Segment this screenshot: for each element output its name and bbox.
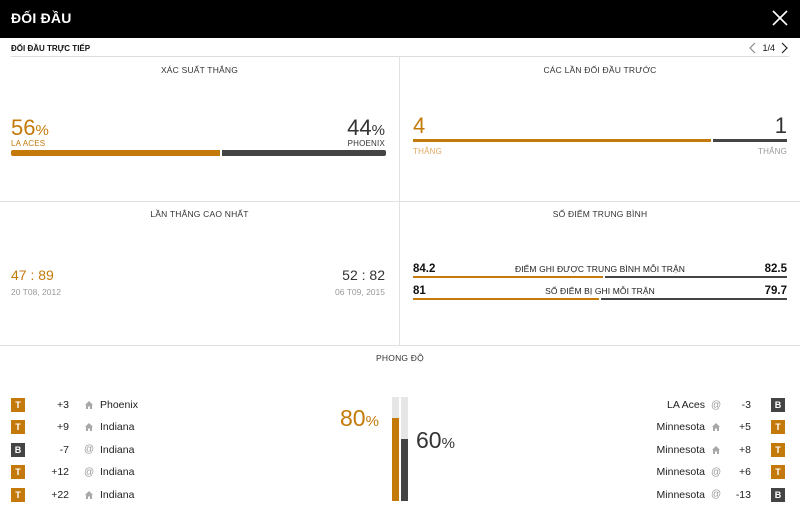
chevron-right-icon[interactable] (779, 42, 789, 54)
home-probability-bar (11, 150, 220, 156)
score-diff: -7 (59, 443, 69, 456)
opponent-name: Indiana (100, 421, 135, 434)
score-diff: +6 (739, 466, 751, 479)
score-diff: +9 (57, 421, 69, 434)
subheader: ĐỐI ĐẦU TRỰC TIẾP 1/4 (11, 40, 789, 57)
page-indicator: 1/4 (762, 43, 775, 53)
score-diff: +5 (739, 421, 751, 434)
opponent-name: Indiana (100, 488, 135, 501)
home-form-bar-track (392, 397, 399, 501)
header-bar: ĐỐI ĐẦU (0, 0, 800, 38)
score-diff: +22 (51, 488, 69, 501)
avg-scored-label: ĐIỂM GHI ĐƯỢC TRUNG BÌNH MỖI TRẬN (514, 264, 686, 274)
form-row[interactable]: T +22 Indiana (11, 487, 134, 503)
avg-scored-away-bar (605, 276, 787, 278)
result-badge: B (771, 398, 785, 412)
home-wins-count: 4 (413, 113, 426, 138)
result-badge: T (771, 442, 785, 457)
close-icon[interactable] (771, 9, 789, 27)
win-probability-title: XÁC SUẤT THẮNG (160, 65, 239, 75)
opponent-name: Minnesota (656, 488, 705, 501)
opponent-name: Minnesota (656, 466, 705, 479)
home-team-label: LA ACES (11, 139, 46, 148)
score-diff: +8 (739, 443, 751, 456)
divider-row2 (0, 345, 800, 346)
divider-row1 (0, 201, 800, 202)
avg-scored-home-bar (413, 276, 603, 278)
form-row[interactable]: B -7 @ Indiana (11, 442, 134, 458)
avg-conceded-away-bar (601, 298, 787, 300)
away-icon: @ (84, 466, 95, 478)
home-biggest-win-score: 47 : 89 (11, 267, 54, 283)
opponent-name: Phoenix (100, 399, 138, 411)
chevron-left-icon[interactable] (748, 42, 758, 54)
result-badge: B (11, 442, 25, 457)
home-form-bar-fill (392, 418, 399, 501)
score-diff: -3 (741, 399, 751, 411)
away-icon: @ (711, 466, 722, 478)
form-row[interactable]: T +9 Indiana (11, 419, 134, 435)
form-title: PHONG ĐỘ (376, 353, 424, 363)
form-row[interactable]: Minnesota +5 T (657, 419, 785, 435)
result-badge: T (771, 420, 785, 435)
form-row[interactable]: Minnesota @ +6 T (657, 464, 785, 480)
result-badge: T (11, 420, 25, 435)
away-wins-label: THẮNG (758, 147, 787, 156)
form-row[interactable]: LA Aces @ -3 B (667, 397, 785, 413)
home-win-probability: 56% (11, 115, 49, 140)
away-icon: @ (711, 489, 722, 501)
avg-conceded-label: SỐ ĐIỂM BỊ GHI MỖI TRẬN (545, 286, 655, 296)
away-biggest-win-date: 06 T09, 2015 (335, 287, 385, 297)
away-wins-count: 1 (774, 113, 787, 138)
home-icon (85, 401, 93, 409)
opponent-name: Minnesota (656, 443, 705, 456)
pager: 1/4 (748, 41, 789, 55)
score-diff: +3 (57, 399, 69, 411)
home-icon (85, 490, 93, 499)
previous-meetings-title: CÁC LẦN ĐỐI ĐẦU TRƯỚC (543, 65, 657, 75)
average-points-title: SỐ ĐIỂM TRUNG BÌNH (552, 209, 648, 219)
avg-scored-away: 82.5 (764, 263, 787, 275)
away-meetings-bar (713, 139, 787, 142)
opponent-name: LA Aces (667, 399, 705, 411)
subheader-label: ĐỐI ĐẦU TRỰC TIẾP (11, 44, 91, 53)
away-icon: @ (711, 399, 722, 411)
avg-conceded-home-bar (413, 298, 599, 300)
result-badge: T (11, 487, 25, 502)
opponent-name: Minnesota (656, 421, 705, 434)
avg-scored-home: 84.2 (413, 263, 436, 275)
home-icon (85, 423, 93, 432)
opponent-name: Indiana (100, 443, 135, 456)
form-row[interactable]: Minnesota +8 T (657, 442, 785, 458)
result-badge: T (11, 398, 25, 412)
header-title: ĐỐI ĐẦU (11, 10, 72, 26)
home-icon (712, 445, 720, 454)
avg-conceded-home: 81 (413, 285, 426, 297)
home-form-percentage: 80% (340, 405, 379, 431)
form-row[interactable]: T +3 Phoenix (11, 397, 138, 413)
away-win-probability: 44% (347, 115, 385, 140)
away-team-label: PHOENIX (347, 139, 385, 148)
form-row[interactable]: Minnesota @ -13 B (657, 487, 785, 503)
biggest-win-title: LẦN THẮNG CAO NHẤT (150, 209, 249, 219)
home-wins-label: THẮNG (413, 147, 442, 156)
away-probability-bar (222, 150, 386, 156)
away-form-bar-track (401, 397, 408, 501)
result-badge: T (11, 465, 25, 480)
score-diff: -13 (735, 488, 751, 501)
away-form-bar-fill (401, 439, 408, 501)
away-form-percentage: 60% (416, 427, 455, 453)
score-diff: +12 (51, 466, 69, 479)
result-badge: T (771, 465, 785, 480)
home-meetings-bar (413, 139, 711, 142)
opponent-name: Indiana (100, 466, 135, 479)
result-badge: B (771, 487, 785, 502)
form-row[interactable]: T +12 @ Indiana (11, 464, 134, 480)
away-biggest-win-score: 52 : 82 (342, 267, 385, 283)
avg-conceded-away: 79.7 (764, 285, 787, 297)
home-biggest-win-date: 20 T08, 2012 (11, 287, 61, 297)
home-icon (712, 423, 720, 432)
away-icon: @ (84, 444, 95, 456)
